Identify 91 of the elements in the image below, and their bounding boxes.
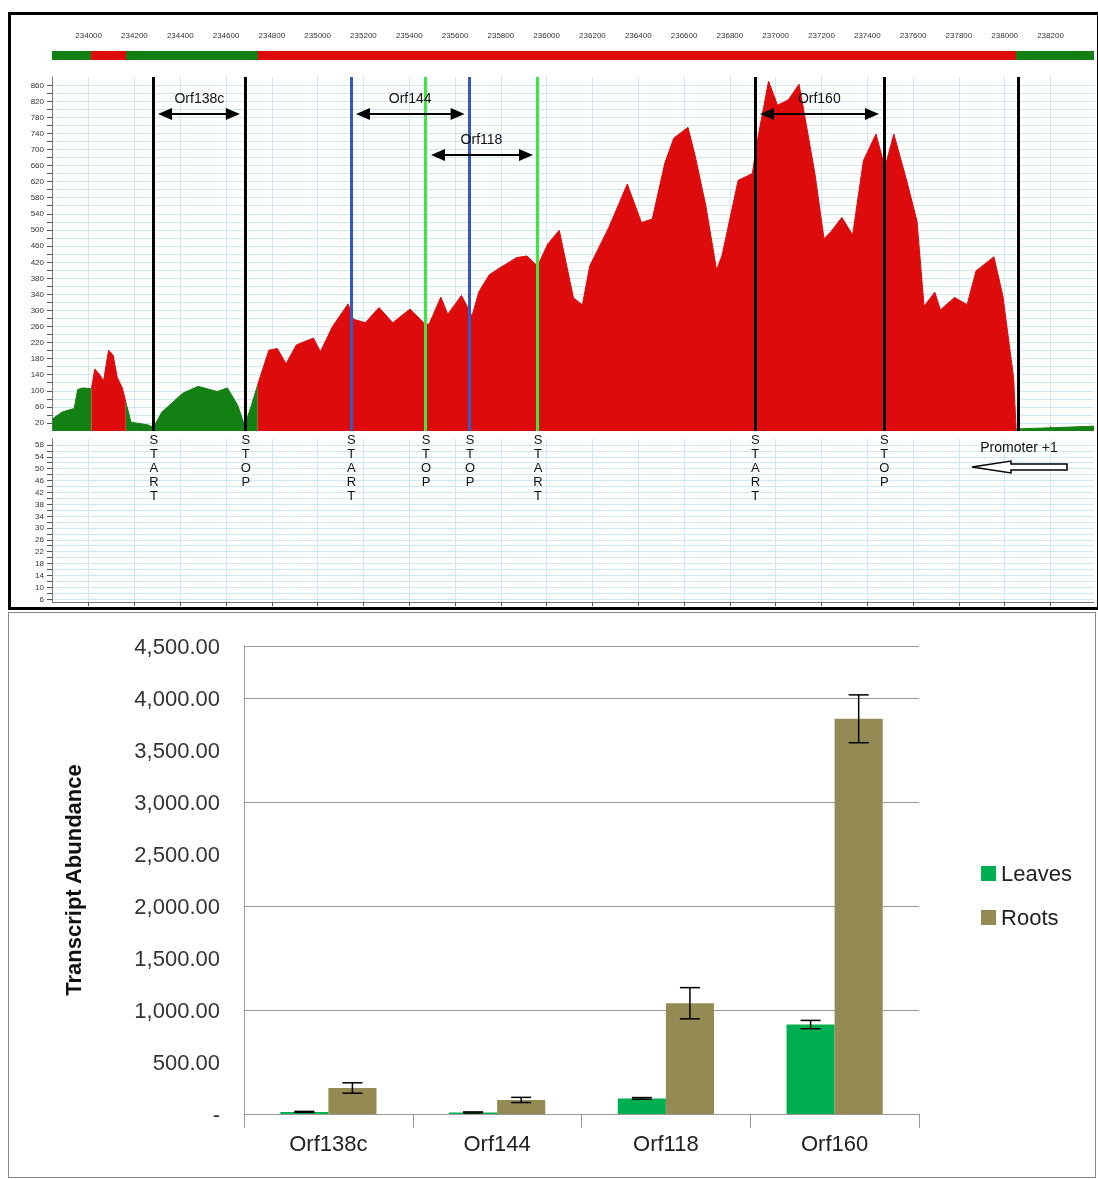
y-tick-label: 6 [39, 594, 45, 604]
bar [786, 1024, 835, 1114]
legend-label: Leaves [1001, 861, 1073, 886]
y-tick-label: 820 [30, 96, 45, 106]
x-tick-label: 235000 [304, 30, 332, 40]
y-tick-label: 300 [30, 305, 45, 315]
x-tick-label: 234000 [75, 30, 103, 40]
y-tick-label: 54 [35, 452, 45, 462]
x-tick-label: 237000 [762, 30, 790, 40]
x-tick-label: Orf160 [800, 1130, 869, 1156]
y-tick-label: 34 [35, 511, 45, 521]
x-tick-label: 237600 [899, 30, 927, 40]
x-tick-label: 234600 [212, 30, 240, 40]
y-tick-label: 620 [30, 177, 45, 187]
y-tick-label: 2,500.00 [134, 841, 220, 867]
y-tick-label: 100 [30, 386, 45, 396]
bar [497, 1099, 546, 1114]
x-tick-label: 238000 [991, 30, 1019, 40]
ref-line-label: START [529, 432, 546, 502]
y-tick-label: 18 [35, 558, 45, 568]
y-tick-label: 4,500.00 [134, 633, 220, 659]
y-tick-label: 38 [35, 499, 45, 509]
x-tick-label: 234800 [258, 30, 286, 40]
x-tick-label: 236200 [579, 30, 607, 40]
annotation: Promoter +1 [979, 439, 1059, 455]
x-tick-label: 236400 [624, 30, 653, 40]
y-tick-label: 58 [35, 440, 45, 450]
y-tick-label: 860 [30, 80, 45, 90]
x-tick-label: 235800 [487, 30, 515, 40]
x-tick-label: 237400 [853, 30, 882, 40]
x-tick-label: 235600 [441, 30, 469, 40]
bar [665, 1003, 714, 1114]
y-tick-label: 60 [35, 402, 45, 412]
y-tick-label: 42 [35, 487, 45, 497]
x-tick-label: 236000 [533, 30, 561, 40]
y-tick-label: 420 [30, 257, 45, 267]
ref-line-label: START [145, 432, 162, 502]
y-tick-label: 500 [30, 225, 45, 235]
x-tick-label: 235400 [395, 30, 424, 40]
y-tick-label: - [212, 1101, 220, 1127]
y-tick-label: 46 [35, 475, 45, 485]
annotation: Orf138c [173, 90, 226, 106]
y-tick-label: 460 [30, 241, 45, 251]
x-tick-label: 235200 [350, 30, 378, 40]
x-tick-label: 236600 [670, 30, 698, 40]
y-tick-label: 26 [35, 535, 45, 545]
y-axis-title: Transcript Abundance [60, 764, 86, 996]
bar [834, 718, 883, 1114]
y-tick-label: 340 [30, 289, 45, 299]
x-tick-label: Orf144 [463, 1130, 531, 1156]
x-tick-label: 237800 [945, 30, 973, 40]
y-tick-label: 580 [30, 193, 45, 203]
y-tick-label: 14 [35, 570, 45, 580]
ref-line-label: START [342, 432, 359, 502]
y-tick-label: 4,000.00 [134, 685, 220, 711]
y-tick-label: 780 [30, 112, 45, 122]
y-tick-label: 22 [35, 547, 45, 557]
x-tick-label: 234400 [166, 30, 195, 40]
y-tick-label: 740 [30, 128, 45, 138]
y-tick-label: 540 [30, 209, 45, 219]
y-tick-label: 1,000.00 [134, 997, 220, 1023]
y-tick-label: 140 [30, 370, 45, 380]
y-tick-label: 500.00 [152, 1049, 220, 1075]
y-tick-label: 180 [30, 354, 45, 364]
x-tick-label: Orf138c [289, 1130, 368, 1156]
ref-line-label: STOP [417, 432, 434, 488]
ref-line-label: START [746, 432, 763, 502]
x-tick-label: 238200 [1037, 30, 1065, 40]
x-tick-label: 234200 [121, 30, 149, 40]
y-tick-label: 20 [35, 418, 45, 428]
bar [328, 1088, 377, 1114]
y-tick-label: 50 [35, 464, 45, 474]
legend-label: Roots [1001, 905, 1059, 930]
y-tick-label: 3,500.00 [134, 737, 220, 763]
y-tick-label: 660 [30, 161, 45, 170]
ref-line-label: STOP [237, 432, 254, 488]
x-tick-label: 236800 [716, 30, 744, 40]
y-tick-label: 380 [30, 273, 45, 283]
y-tick-label: 10 [35, 582, 45, 592]
y-tick-label: 2,000.00 [134, 893, 220, 919]
ref-line-label: STOP [875, 432, 892, 488]
x-tick-label: 237200 [808, 30, 836, 40]
bar [617, 1098, 666, 1114]
y-tick-label: 3,000.00 [134, 789, 220, 815]
x-tick-label: Orf118 [633, 1130, 699, 1156]
y-tick-label: 260 [30, 321, 45, 331]
y-tick-label: 1,500.00 [134, 945, 220, 971]
y-tick-label: 30 [35, 523, 45, 533]
ref-line-label: STOP [461, 432, 478, 488]
y-tick-label: 220 [30, 338, 45, 347]
y-tick-label: 700 [30, 144, 45, 154]
